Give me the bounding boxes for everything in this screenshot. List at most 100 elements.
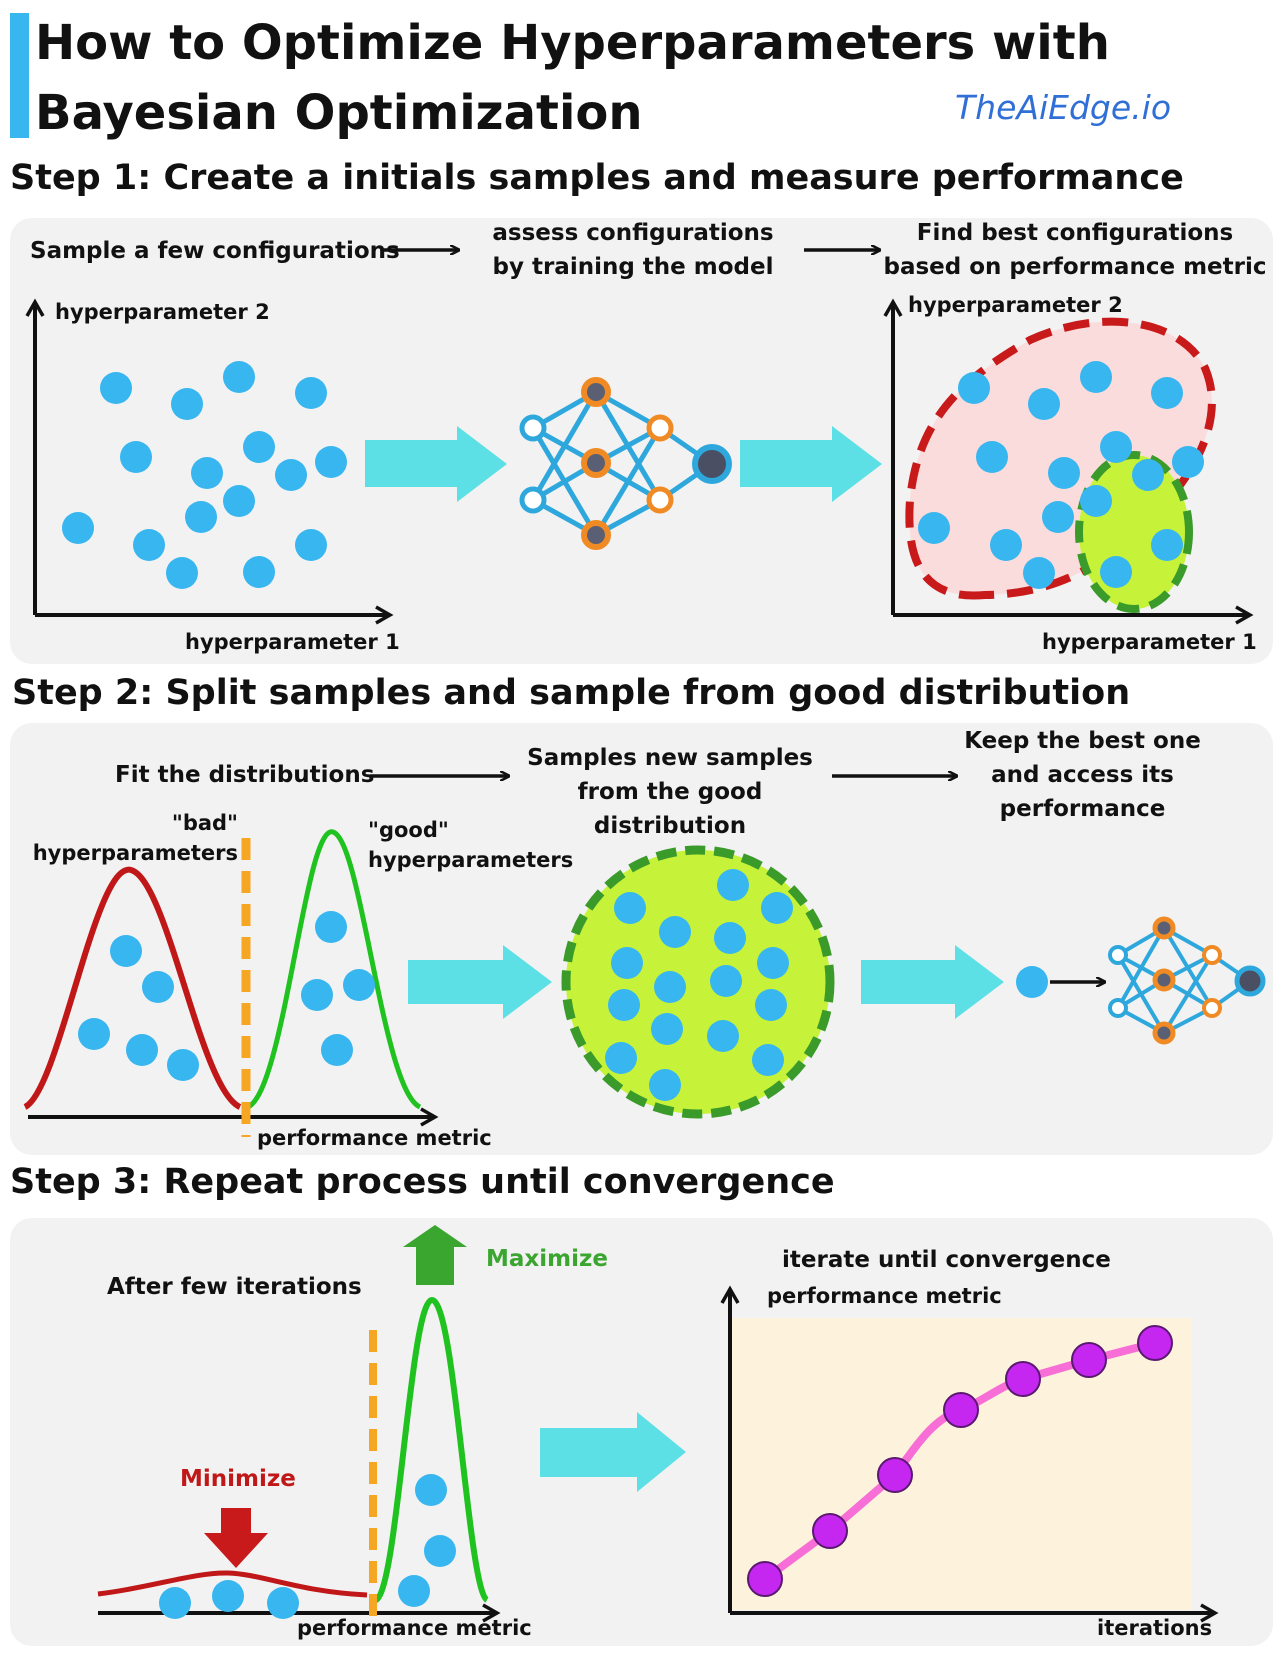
sample-dot xyxy=(267,1587,299,1619)
step1-left-x-label: hyperparameter 1 xyxy=(185,630,400,654)
convergence-point xyxy=(943,1392,979,1428)
step3-heading: Step 3: Repeat process until convergence xyxy=(10,1162,835,1202)
step2-x-label: performance metric xyxy=(257,1126,492,1150)
sample-dot xyxy=(659,916,691,948)
bad-distribution-curve xyxy=(97,1570,368,1598)
sample-dot xyxy=(611,947,643,979)
sample-dot xyxy=(110,935,142,967)
big-arrow xyxy=(740,426,882,502)
step1-sample-dots xyxy=(62,361,347,589)
good-distribution-curve xyxy=(373,1296,490,1603)
sample-dot xyxy=(707,1020,739,1052)
sample-dot xyxy=(717,869,749,901)
neural-network-icon xyxy=(519,377,732,550)
step1-left-axes xyxy=(25,298,394,625)
sample-dot xyxy=(415,1474,447,1506)
step2-heading: Step 2: Split samples and sample from go… xyxy=(12,673,1131,713)
convergence-x-label: iterations xyxy=(1097,1616,1213,1640)
sample-dot xyxy=(295,529,327,561)
sample-dot xyxy=(654,971,686,1003)
sample-dot xyxy=(958,372,990,404)
sample-dot xyxy=(918,512,950,544)
convergence-chart-title: iterate until convergence xyxy=(782,1247,1111,1273)
sample-dot xyxy=(1100,431,1132,463)
sample-dot xyxy=(212,1580,244,1612)
maximize-label: Maximize xyxy=(486,1246,608,1272)
step1-heading: Step 1: Create a initials samples and me… xyxy=(10,158,1184,198)
sample-dot xyxy=(315,911,347,943)
convergence-y-label: performance metric xyxy=(767,1284,1002,1308)
step2-distribution-dots xyxy=(78,911,375,1081)
step1-right-x-label: hyperparameter 1 xyxy=(1042,630,1257,654)
sample-dot xyxy=(614,892,646,924)
sample-dot xyxy=(78,1018,110,1050)
good-hyperparameters-label: "good" hyperparameters xyxy=(368,818,574,872)
convergence-point xyxy=(812,1513,848,1549)
sample-dot xyxy=(761,892,793,924)
step3-x-label: performance metric xyxy=(297,1616,532,1640)
sample-dot xyxy=(315,446,347,478)
sample-dot xyxy=(651,1013,683,1045)
sample-dot xyxy=(142,971,174,1003)
sample-dot xyxy=(752,1044,784,1076)
sample-dot xyxy=(223,485,255,517)
sample-dot xyxy=(343,969,375,1001)
step2-new-sample-dots xyxy=(605,869,793,1101)
sample-dot xyxy=(321,1034,353,1066)
minimize-label: Minimize xyxy=(180,1466,296,1492)
sample-dot xyxy=(757,947,789,979)
sample-dot xyxy=(649,1069,681,1101)
best-sample-dot xyxy=(1016,966,1048,998)
big-arrow xyxy=(408,945,552,1019)
sample-dot xyxy=(424,1535,456,1567)
sample-dot xyxy=(243,556,275,588)
sample-dot xyxy=(1080,485,1112,517)
sample-dot xyxy=(243,431,275,463)
big-arrow xyxy=(861,945,1004,1019)
sample-dot xyxy=(1048,457,1080,489)
convergence-axes xyxy=(720,1285,1219,1623)
bad-hyperparameters-label: "bad" hyperparameters xyxy=(32,811,238,865)
sample-dot xyxy=(223,361,255,393)
sample-dot xyxy=(100,372,132,404)
sample-dot xyxy=(1028,388,1060,420)
good-distribution-sampling-region xyxy=(561,845,835,1119)
sample-dot xyxy=(191,457,223,489)
good-distribution-curve xyxy=(246,829,422,1110)
sample-dot xyxy=(1172,446,1204,478)
sample-dot xyxy=(159,1587,191,1619)
sample-dot xyxy=(275,459,307,491)
step1-right-axes xyxy=(883,298,1254,625)
sample-dot xyxy=(171,388,203,420)
step1-flow-sample: Sample a few configurations xyxy=(30,238,400,264)
sample-dot xyxy=(710,965,742,997)
sample-dot xyxy=(1100,556,1132,588)
sample-dot xyxy=(398,1575,430,1607)
sample-dot xyxy=(990,529,1022,561)
step1-evaluated-dots xyxy=(918,361,1204,589)
sample-dot xyxy=(608,989,640,1021)
step2-flow-sample-new: Samples new samples from the good distri… xyxy=(527,745,813,839)
sample-dot xyxy=(62,512,94,544)
step3-dots xyxy=(159,1474,456,1619)
step1-left-y-label: hyperparameter 2 xyxy=(55,300,270,324)
sample-dot xyxy=(167,1049,199,1081)
after-iterations-label: After few iterations xyxy=(107,1274,362,1300)
big-arrow xyxy=(365,426,507,502)
sample-dot xyxy=(301,979,333,1011)
step1-right-y-label: hyperparameter 2 xyxy=(908,293,1123,317)
sample-dot xyxy=(1080,361,1112,393)
convergence-chart-area xyxy=(730,1318,1192,1610)
title-accent-bar xyxy=(10,13,29,138)
sample-dot xyxy=(1132,459,1164,491)
step1-flow-assess: assess configurations by training the mo… xyxy=(492,220,774,280)
convergence-point xyxy=(747,1561,783,1597)
convergence-point xyxy=(1137,1325,1173,1361)
step2-flow-fit: Fit the distributions xyxy=(115,762,375,788)
sample-dot xyxy=(126,1034,158,1066)
sample-dot xyxy=(755,989,787,1021)
sample-dot xyxy=(185,501,217,533)
sample-dot xyxy=(1023,557,1055,589)
sample-dot xyxy=(166,557,198,589)
